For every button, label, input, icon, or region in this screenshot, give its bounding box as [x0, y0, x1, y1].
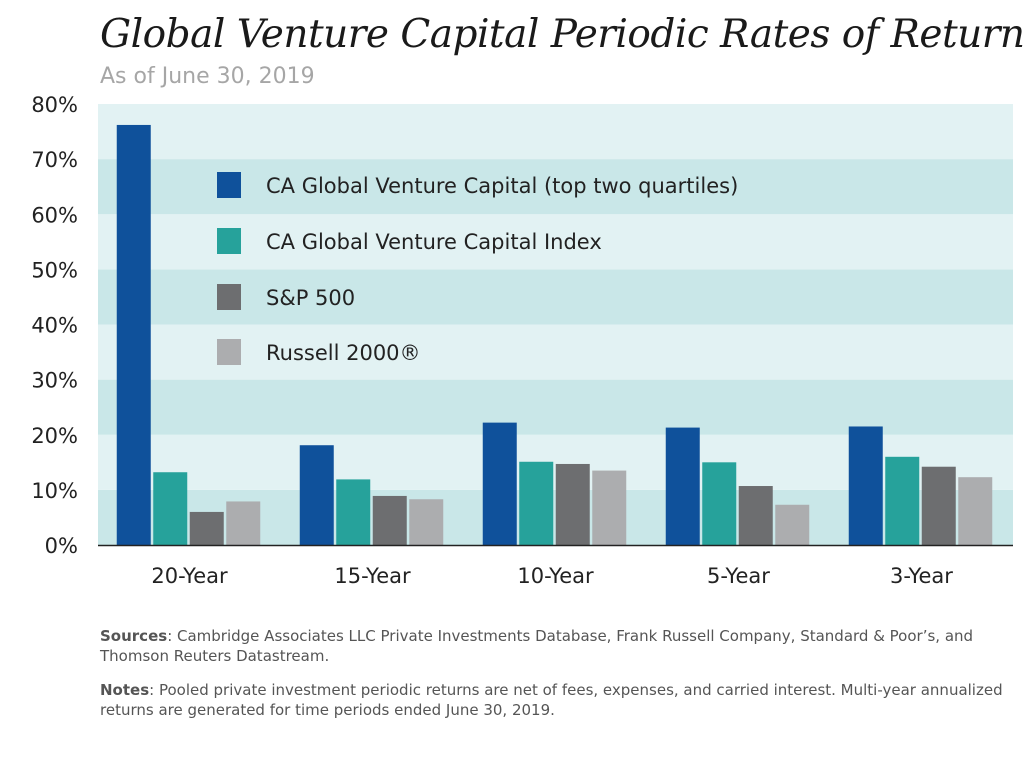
legend-swatch: [217, 284, 241, 310]
bar: [372, 495, 407, 545]
grid-band: [98, 214, 1013, 270]
bar: [921, 466, 956, 545]
chart-subtitle: As of June 30, 2019: [100, 64, 315, 89]
legend-label: CA Global Venture Capital (top two quart…: [266, 174, 738, 198]
bar: [555, 463, 590, 545]
y-tick-label: 50%: [31, 258, 78, 282]
grid-band: [98, 104, 1013, 160]
bar: [409, 499, 444, 545]
bar: [665, 427, 700, 545]
bar: [153, 472, 188, 545]
x-tick-label: 20-Year: [151, 564, 228, 588]
legend-label: S&P 500: [266, 286, 355, 310]
bar: [848, 426, 883, 545]
chart-title: Global Venture Capital Periodic Rates of…: [100, 12, 1025, 57]
bar: [592, 470, 627, 545]
bar: [299, 445, 334, 545]
y-tick-label: 80%: [31, 93, 78, 117]
bar: [775, 504, 810, 545]
grid-band: [98, 159, 1013, 215]
grid-band: [98, 324, 1013, 380]
sources-label: Sources: [100, 627, 168, 645]
legend-label: CA Global Venture Capital Index: [266, 230, 602, 254]
bar: [116, 124, 151, 545]
bar: [702, 462, 737, 545]
bar: [519, 461, 554, 545]
x-tick-label: 10-Year: [517, 564, 594, 588]
y-tick-label: 20%: [31, 424, 78, 448]
legend-label: Russell 2000®: [266, 341, 421, 365]
legend-swatch: [217, 339, 241, 365]
bar: [189, 511, 224, 545]
notes-label: Notes: [100, 681, 150, 699]
notes-text: : Pooled private investment periodic ret…: [100, 681, 1003, 719]
x-tick-label: 5-Year: [707, 564, 770, 588]
sources-note: Sources: Cambridge Associates LLC Privat…: [100, 626, 1020, 666]
bar-chart: 0% 10% 20% 30% 40% 50% 60% 70% 80% 20-Year 15-Year…: [31, 93, 1013, 588]
x-tick-label: 3-Year: [890, 564, 953, 588]
y-tick-label: 10%: [31, 479, 78, 503]
notes-note: Notes: Pooled private investment periodi…: [100, 680, 1020, 720]
y-tick-label: 30%: [31, 369, 78, 393]
bar: [885, 456, 920, 545]
legend-swatch: [217, 172, 241, 198]
bar: [958, 477, 993, 545]
x-tick-label: 15-Year: [334, 564, 411, 588]
y-tick-label: 0%: [45, 534, 78, 558]
sources-text: : Cambridge Associates LLC Private Inves…: [100, 627, 974, 665]
grid-band: [98, 269, 1013, 325]
bar: [738, 486, 773, 545]
grid-band: [98, 379, 1013, 435]
y-tick-label: 70%: [31, 148, 78, 172]
bar: [482, 422, 517, 545]
bar: [336, 479, 371, 545]
y-tick-label: 40%: [31, 314, 78, 338]
bar: [226, 501, 261, 545]
y-tick-label: 60%: [31, 203, 78, 227]
legend-swatch: [217, 228, 241, 254]
